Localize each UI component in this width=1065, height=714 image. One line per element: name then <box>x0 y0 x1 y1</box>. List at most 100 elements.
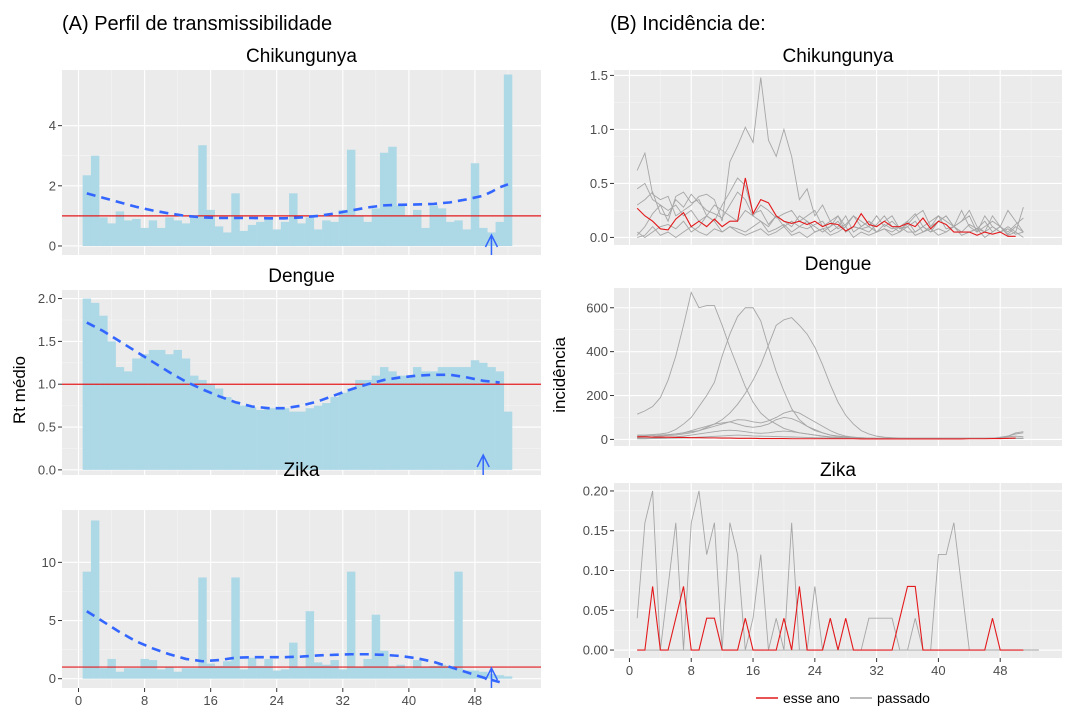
panel-a-chikungunya-bar <box>206 209 215 246</box>
panel-a-zika-bar <box>264 658 273 679</box>
panel-a-zika-bar <box>173 671 182 679</box>
panel-a-chikungunya-ytick-label: 2 <box>49 178 56 193</box>
panel-a-zika: 0 5 10 Zika 0 8 16 24 32 40 48 <box>42 460 541 708</box>
panel-a-zika-bar <box>388 667 397 679</box>
panel-a-zika-bar <box>330 660 339 679</box>
panel-a-zika-bar <box>107 658 116 679</box>
panel-a-zika-bar <box>379 650 389 679</box>
panel-b-zika-xtick-label: 40 <box>931 663 945 678</box>
panel-a-chikungunya-bar <box>90 155 100 246</box>
panel-a-zika-ytick-label: 0 <box>49 671 56 686</box>
panel-a-zika-bar <box>198 577 207 679</box>
panel-a-dengue-bar <box>503 411 513 470</box>
panel-a-zika-bar <box>322 664 331 679</box>
panel-a-dengue-bar <box>454 367 463 470</box>
panel-a-chikungunya-bar <box>396 205 405 246</box>
panel-a-dengue-bar <box>313 405 323 470</box>
panel-a-zika-xtick-label: 8 <box>141 693 148 708</box>
panel-b-dengue-current-series <box>637 436 1016 440</box>
panel-a-zika-bar <box>82 571 92 679</box>
panel-a-chikungunya-bar <box>289 193 298 246</box>
panel-a-dengue-bar <box>338 392 348 470</box>
panel-a-zika-bar <box>90 520 100 679</box>
panel-a-zika-bar <box>479 671 488 679</box>
panel-a-dengue-bar <box>115 367 125 470</box>
panel-a-chikungunya-bar <box>123 220 133 246</box>
panel-a-dengue-bar <box>156 349 166 470</box>
panel-a-chikungunya-title: Chikungunya <box>246 46 357 67</box>
panel-a-zika-bar <box>99 668 108 679</box>
panel-a-zika-bar <box>371 614 381 679</box>
panel-a-dengue-bar <box>107 341 116 470</box>
panel-a-chikungunya-bar <box>313 229 323 246</box>
panel-a-dengue-bar <box>305 408 315 470</box>
panel-a-dengue-bar <box>280 408 290 470</box>
panel-a-chikungunya-bar <box>280 221 290 246</box>
panel-a-dengue-bar <box>140 354 149 470</box>
panel-b-zika-xtick-label: 16 <box>746 663 760 678</box>
panel-a-zika-trend-line <box>86 610 501 684</box>
panel-a-chikungunya-bar <box>338 209 348 246</box>
panel-a-zika-bar <box>214 665 224 679</box>
panel-a-chikungunya-bar <box>404 215 414 246</box>
panel-a-zika-xtick-label: 24 <box>269 693 283 708</box>
panel-a-dengue-bar <box>272 408 282 470</box>
panel-a-dengue-bar <box>181 358 191 470</box>
panel-a-dengue-bar <box>99 315 108 470</box>
panel-a-zika-bar <box>165 667 174 679</box>
panel-a-dengue-bar <box>479 362 488 470</box>
panel-a-dengue-bar <box>421 371 430 470</box>
panel-b-zika-ytick-label: 0.10 <box>583 563 608 578</box>
panel-a-zika-xtick-label: 16 <box>203 693 217 708</box>
panel-a-dengue: 0.0 0.5 1.0 1.5 2.0 Dengue <box>38 266 541 477</box>
panel-a-chikungunya: 0 2 4 Chikungunya <box>49 46 541 255</box>
panel-a-chikungunya-bar <box>190 215 199 246</box>
panel-a-chikungunya-bar <box>470 163 480 246</box>
panel-a-zika-bar <box>470 670 480 679</box>
panel-a-zika-bar <box>363 658 372 679</box>
panel-a-chikungunya-bar <box>412 209 422 246</box>
panel-a-dengue-bar <box>495 371 505 470</box>
panel-a-chikungunya-bar <box>355 215 364 246</box>
panel-a-chikungunya-bar <box>421 227 430 246</box>
panel-a-chikungunya-bar <box>231 193 240 246</box>
y-axis-label-a: Rt médio <box>10 356 29 424</box>
panel-a-zika-ytick-label: 10 <box>42 555 56 570</box>
panel-b-zika-ytick-label: 0.20 <box>583 483 608 498</box>
panel-a-chikungunya-bar <box>454 220 463 246</box>
panel-b-zika-xtick-label: 24 <box>808 663 822 678</box>
panel-a-zika-bar <box>223 661 232 679</box>
panel-a-dengue-ytick-label: 2.0 <box>38 291 56 306</box>
panel-a-zika-bar <box>239 669 249 679</box>
panel-a-chikungunya-bar <box>99 217 108 246</box>
panel-b-chikungunya-ytick-label: 1.0 <box>590 122 608 137</box>
panel-a-dengue-bar <box>297 411 306 470</box>
panel-a-dengue-bar <box>388 371 397 470</box>
panel-a-dengue-bar <box>446 367 455 470</box>
panel-a-chikungunya-bar <box>495 221 505 246</box>
panel-a-chikungunya-bar <box>429 205 438 246</box>
panel-b-zika-xtick-label: 0 <box>626 663 633 678</box>
panel-a-dengue-trend-line <box>86 321 500 410</box>
panel-a-chikungunya-bar <box>148 220 158 246</box>
panel-a-dengue-bar <box>487 367 496 470</box>
panel-a-dengue-bar <box>363 379 372 470</box>
panel-a-dengue-bar <box>165 354 174 470</box>
panel-b-chikungunya-ytick-label: 0.0 <box>590 230 608 245</box>
panel-a-chikungunya-bar <box>371 208 381 246</box>
panel-a-chikungunya-bar <box>198 145 207 246</box>
panel-a-zika-bar <box>140 658 149 679</box>
legend-current-label: esse ano <box>783 690 840 706</box>
panel-a-zika-bar <box>115 671 125 679</box>
panel-a-dengue-current-week-arrow <box>476 453 490 475</box>
panel-a-chikungunya-bar <box>264 218 273 246</box>
panel-a-dengue-bar <box>371 375 381 470</box>
panel-a-dengue-bar <box>355 379 364 470</box>
panel-a-dengue-bar <box>214 388 224 470</box>
panel-a-dengue-bar <box>437 367 447 470</box>
panel-a-zika-bar <box>495 675 505 679</box>
panel-a-chikungunya-bar <box>140 227 149 246</box>
panel-a-dengue-bar <box>231 401 240 470</box>
panel-a-zika-bar <box>231 577 240 679</box>
